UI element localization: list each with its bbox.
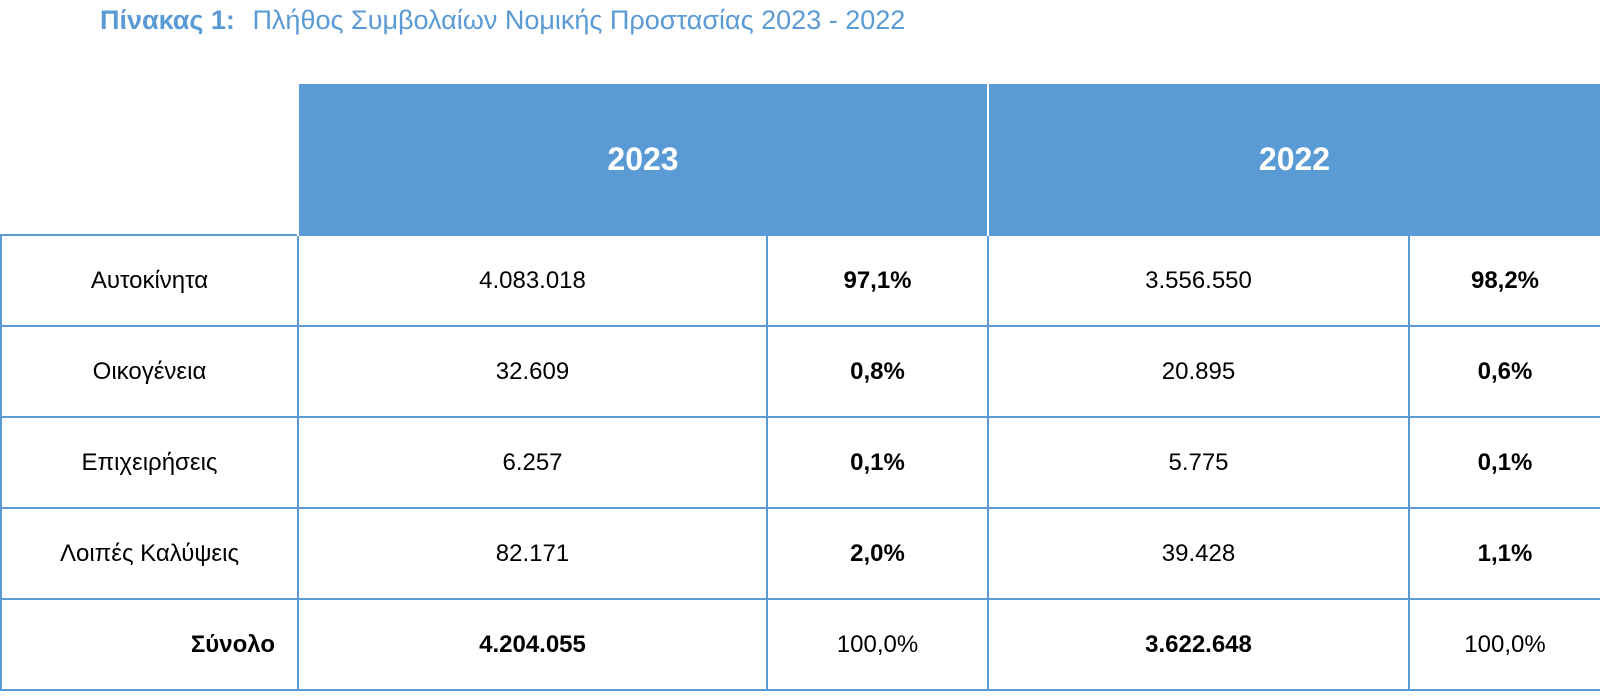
percent-cell-2022: 0,1% <box>1408 416 1600 509</box>
row-label: Αυτοκίνητα <box>0 234 299 327</box>
table-row: Οικογένεια 32.609 0,8% 20.895 0,6% <box>0 325 1600 418</box>
percent-cell-2023: 2,0% <box>766 507 989 600</box>
total-value-2023: 4.204.055 <box>297 598 768 691</box>
percent-cell-2022: 0,6% <box>1408 325 1600 418</box>
percent-cell-2023: 97,1% <box>766 234 989 327</box>
header-blank-cell <box>1 84 298 235</box>
caption-label: Πίνακας 1: <box>100 5 235 35</box>
value-cell-2022: 20.895 <box>987 325 1410 418</box>
total-label: Σύνολο <box>0 598 299 691</box>
year-header-2023: 2023 <box>297 84 989 235</box>
row-label: Οικογένεια <box>0 325 299 418</box>
value-cell-2023: 6.257 <box>297 416 768 509</box>
value-cell-2023: 82.171 <box>297 507 768 600</box>
row-label: Επιχειρήσεις <box>0 416 299 509</box>
percent-cell-2022: 98,2% <box>1408 234 1600 327</box>
percent-cell-2023: 0,1% <box>766 416 989 509</box>
table-row: Επιχειρήσεις 6.257 0,1% 5.775 0,1% <box>0 416 1600 509</box>
percent-cell-2023: 0,8% <box>766 325 989 418</box>
table-caption: Πίνακας 1: Πλήθος Συμβολαίων Νομικής Προ… <box>100 0 905 40</box>
value-cell-2022: 5.775 <box>987 416 1410 509</box>
row-label: Λοιπές Καλύψεις <box>0 507 299 600</box>
percent-cell-2022: 1,1% <box>1408 507 1600 600</box>
total-percent-2022: 100,0% <box>1408 598 1600 691</box>
table-row: Λοιπές Καλύψεις 82.171 2,0% 39.428 1,1% <box>0 507 1600 600</box>
table-row: Αυτοκίνητα 4.083.018 97,1% 3.556.550 98,… <box>0 234 1600 327</box>
value-cell-2022: 39.428 <box>987 507 1410 600</box>
value-cell-2023: 32.609 <box>297 325 768 418</box>
header-row: 2023 2022 <box>1 84 1600 235</box>
value-cell-2022: 3.556.550 <box>987 234 1410 327</box>
value-cell-2023: 4.083.018 <box>297 234 768 327</box>
year-header-2022: 2022 <box>987 84 1600 235</box>
total-percent-2023: 100,0% <box>766 598 989 691</box>
total-row: Σύνολο 4.204.055 100,0% 3.622.648 100,0% <box>0 598 1600 691</box>
contracts-table: 2023 2022 Αυτοκίνητα 4.083.018 97,1% 3.5… <box>0 84 1600 691</box>
total-value-2022: 3.622.648 <box>987 598 1410 691</box>
caption-title: Πλήθος Συμβολαίων Νομικής Προστασίας 202… <box>252 5 906 35</box>
